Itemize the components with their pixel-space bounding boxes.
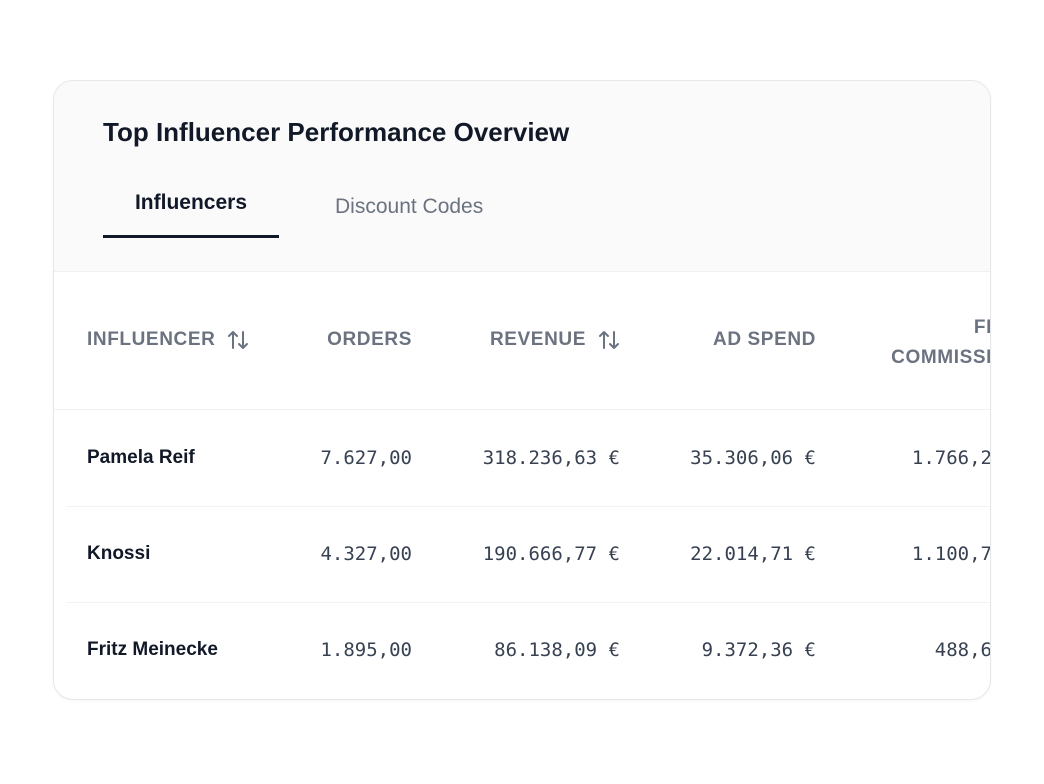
column-header[interactable]: AD SPEND xyxy=(713,329,816,351)
cell-value: 9.372,36 € xyxy=(701,639,816,661)
influencer-name: Pamela Reif xyxy=(87,447,195,468)
cell-value: 190.666,77 € xyxy=(482,543,620,565)
cell-value: 1.895,00 xyxy=(320,639,412,661)
card-header: Top Influencer Performance Overview Infl… xyxy=(54,81,990,272)
cell-value: 35.306,06 € xyxy=(690,447,816,469)
row-divider xyxy=(66,506,990,507)
divider xyxy=(54,409,990,410)
header-text: REVENUE xyxy=(489,329,586,350)
header-text: AD SPEND xyxy=(713,329,816,350)
cell-value: 86.138,09 € xyxy=(494,639,620,661)
cell-value: 318.236,63 € xyxy=(482,447,620,469)
header-text: FI xyxy=(973,317,991,338)
sort-icon xyxy=(228,331,249,349)
cell-value: 1.100,7 xyxy=(911,543,991,565)
header-text: INFLUENCER xyxy=(87,329,216,350)
row-divider xyxy=(66,602,990,603)
column-header[interactable]: ORDERS xyxy=(327,329,412,351)
tab[interactable]: Discount Codes xyxy=(335,195,484,218)
column-header[interactable]: INFLUENCER xyxy=(87,329,249,351)
column-header[interactable]: FI COMMISSI xyxy=(891,313,991,373)
tab[interactable]: Influencers xyxy=(103,191,279,238)
influencer-name: Knossi xyxy=(87,543,151,564)
cell-value: 7.627,00 xyxy=(320,447,412,469)
sort-icon xyxy=(599,331,619,349)
influencer-name: Fritz Meinecke xyxy=(87,639,218,660)
cell-value: 4.327,00 xyxy=(320,543,412,565)
title: Top Influencer Performance Overview xyxy=(103,117,570,147)
cell-value: 488,6 xyxy=(934,639,991,661)
header-text: ORDERS xyxy=(327,329,412,350)
card: Top Influencer Performance Overview Infl… xyxy=(53,80,991,700)
header-text: COMMISSI xyxy=(891,347,991,368)
column-header[interactable]: REVENUE xyxy=(490,329,620,351)
cell-value: 22.014,71 € xyxy=(690,543,816,565)
cell-value: 1.766,2 xyxy=(911,447,991,469)
